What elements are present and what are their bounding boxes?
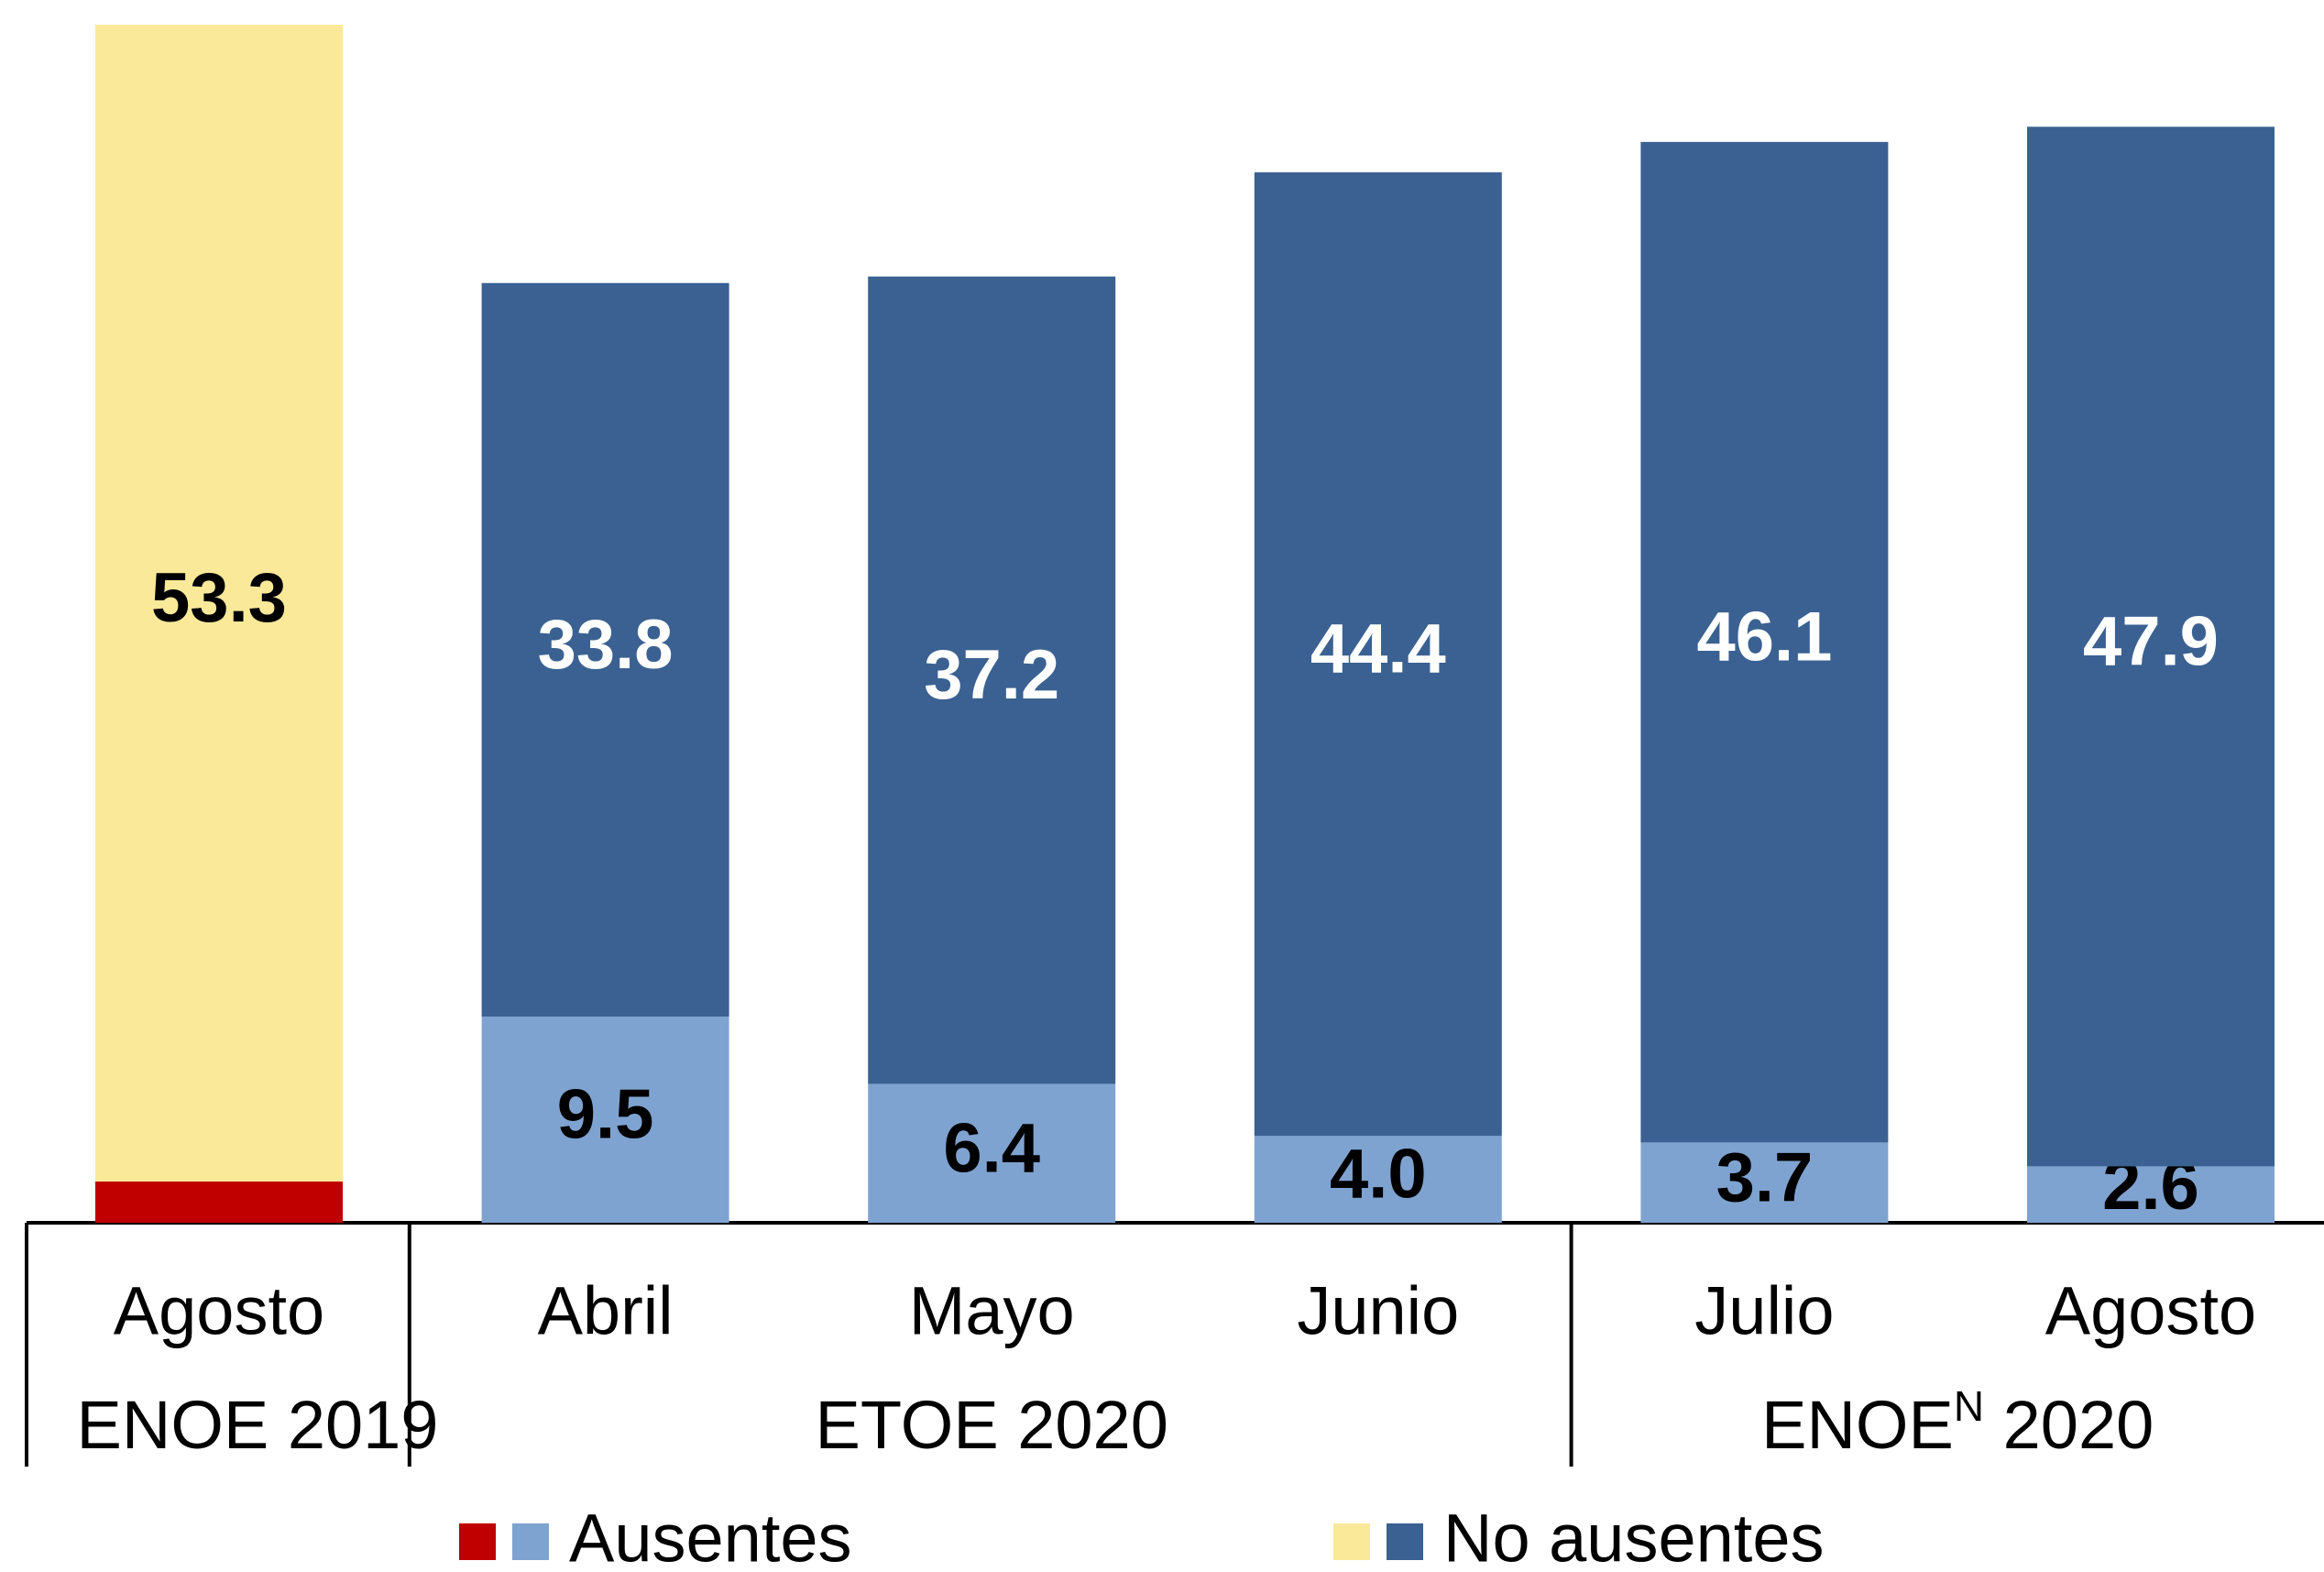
legend-swatch <box>459 1523 496 1560</box>
x-tick-label: Julio <box>1694 1273 1834 1349</box>
value-label: 9.5 <box>557 1076 654 1154</box>
group-label: ENOEN 2020 <box>1761 1382 2154 1462</box>
bar-segment <box>868 1083 1116 1223</box>
legend-swatch <box>512 1523 549 1560</box>
legend-label: Ausentes <box>569 1501 852 1572</box>
legend-swatch <box>1387 1523 1423 1560</box>
legend-label: No ausentes <box>1443 1501 1825 1572</box>
group-label-text: ENOE <box>1761 1387 1954 1463</box>
bar-segment <box>868 276 1116 1084</box>
value-label: 46.1 <box>1696 599 1832 676</box>
value-label: 4.0 <box>1330 1136 1427 1214</box>
legend-swatch <box>1333 1523 1370 1560</box>
group-label-sup: N <box>1954 1382 1984 1430</box>
bar-segment <box>1640 141 1889 1143</box>
bar-segment <box>2027 126 2275 1167</box>
value-label: 33.8 <box>538 606 674 684</box>
bar-segment <box>95 1182 343 1223</box>
group-label: ENOE 2019 <box>77 1387 439 1463</box>
bar-segment <box>481 1017 729 1223</box>
bar-segment <box>1254 1136 1502 1223</box>
group-label-end: 2020 <box>1984 1387 2154 1463</box>
value-label: 37.2 <box>924 636 1059 714</box>
group-label-text: ENOE 2019 <box>77 1387 439 1463</box>
x-tick-label: Agosto <box>114 1273 324 1349</box>
bar-segment <box>1640 1142 1889 1223</box>
x-tick-label: Abril <box>538 1273 674 1349</box>
value-label: 44.4 <box>1310 610 1446 688</box>
bar-segment <box>95 25 343 1182</box>
value-label: 3.7 <box>1716 1138 1814 1216</box>
x-tick-label: Agosto <box>2045 1273 2256 1349</box>
group-label: ETOE 2020 <box>816 1387 1168 1463</box>
bar-segment <box>2027 1166 2275 1223</box>
value-label: 6.4 <box>943 1109 1040 1187</box>
bar-segment <box>481 282 729 1017</box>
value-label: 47.9 <box>2083 602 2219 680</box>
value-label: 53.3 <box>151 559 287 637</box>
bar-segment <box>1254 172 1502 1137</box>
x-tick-label: Mayo <box>909 1273 1075 1349</box>
x-tick-label: Junio <box>1297 1273 1459 1349</box>
group-label-text: ETOE 2020 <box>816 1387 1168 1463</box>
